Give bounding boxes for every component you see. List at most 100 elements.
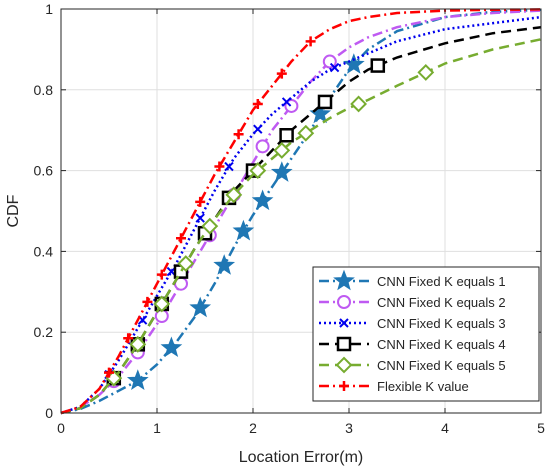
series-5-marker [417,64,435,81]
diamond-marker-shape [153,295,171,313]
square-marker-shape [317,94,333,110]
series-6-marker [233,129,244,140]
series-6-marker [305,36,316,47]
y-tick-label: 0 [45,405,53,421]
legend-item: CNN Fixed K equals 5 [319,356,506,374]
x-marker-shape [195,213,205,223]
x-tick-label: 5 [537,420,545,436]
legend-item: CNN Fixed K equals 3 [319,316,506,331]
y-tick-label: 0.6 [34,163,54,179]
plus-marker-shape [339,381,349,391]
plot-frame [60,8,542,414]
diamond-marker-shape [201,217,219,235]
diamond-marker-shape [273,141,291,159]
diamond-marker-shape [350,95,368,113]
series-6-marker [214,161,225,172]
series-line-2 [60,9,542,415]
legend-marker-sample [339,318,349,328]
legend-marker-sample [335,356,353,374]
x-tick-label: 4 [441,420,449,436]
series-4-marker [370,58,386,73]
legend-label: CNN Fixed K equals 1 [377,274,506,289]
circle-marker-shape [337,295,351,309]
series-4-marker [279,128,294,143]
series-4-marker [317,94,333,110]
legend-label: CNN Fixed K equals 2 [377,295,506,310]
series-3-marker [329,62,340,73]
y-axis-label: CDF [5,194,22,227]
diamond-marker-shape [297,124,315,142]
plus-marker-shape [195,196,206,207]
plus-marker-shape [176,233,186,244]
series-5-marker [350,95,368,113]
series-1-marker [270,161,293,182]
plus-marker-shape [276,68,287,79]
diamond-marker-shape [335,356,353,374]
star-marker-shape [342,53,365,74]
plus-marker-shape [305,36,316,47]
legend-item: CNN Fixed K equals 4 [319,336,506,352]
legend-label: CNN Fixed K equals 5 [377,358,506,373]
x-tick-label: 1 [153,420,161,436]
plus-marker-shape [123,333,134,344]
series-1-marker [189,296,212,318]
series-1-marker [232,219,255,241]
series-3-marker [224,161,234,172]
series-5-marker [201,217,219,235]
star-marker-shape [189,296,212,318]
star-marker-shape [213,254,236,275]
y-tick-label: 0.8 [34,82,54,98]
series-1-marker [126,369,149,390]
diamond-marker-shape [417,64,435,81]
circle-marker-shape [255,139,270,154]
legend: CNN Fixed K equals 1 CNN Fixed K equals 2… [312,266,540,402]
series-1-marker [251,189,274,211]
legend-marker-sample [333,269,355,291]
x-marker-shape [224,161,234,172]
plus-marker-shape [214,161,225,172]
legend-item: Flexible K value [319,379,469,394]
axis-ticks: 0 1 2 3 4 5 0 0.2 0.4 0.6 0.8 1 [34,1,546,436]
series-5-marker [129,335,147,353]
legend-label: CNN Fixed K equals 3 [377,316,506,331]
series-6-marker [252,98,263,109]
x-tick-label: 3 [345,420,353,436]
y-tick-label: 0.2 [34,324,54,340]
series-6-marker [104,367,114,378]
series-5-marker [225,186,243,204]
diamond-marker-shape [249,162,267,180]
legend-item: CNN Fixed K equals 1 [319,269,506,291]
series-line-1 [60,8,542,415]
series-2-marker [255,139,270,154]
series-5-marker [297,124,315,142]
series-6-marker [142,296,153,307]
legend-label: Flexible K value [377,379,469,394]
legend-marker-sample [337,295,351,309]
star-marker-shape [160,336,183,358]
plus-marker-shape [104,367,114,378]
star-marker-shape [251,189,274,211]
star-marker-shape [232,219,255,241]
plus-marker-shape [233,129,244,140]
diamond-marker-shape [129,335,147,353]
series-lines [60,8,542,415]
x-tick-label: 0 [57,420,65,436]
legend-marker-sample [336,336,352,352]
x-marker-shape [281,97,292,107]
series-1-marker [342,53,365,74]
series-6-marker [195,196,206,207]
legend-box [312,266,540,402]
series-6-marker [176,233,186,244]
square-marker-shape [370,58,386,73]
series-5-marker [153,295,171,313]
y-tick-label: 1 [45,1,53,17]
series-3-marker [195,213,205,223]
series-1-marker [213,254,236,275]
x-axis-label: Location Error(m) [239,449,363,466]
square-marker-shape [279,128,294,143]
x-marker-shape [253,124,263,134]
star-marker-shape [126,369,149,390]
legend-item: CNN Fixed K equals 2 [319,295,506,310]
series-line-6 [60,8,542,415]
grid-lines [60,8,542,414]
